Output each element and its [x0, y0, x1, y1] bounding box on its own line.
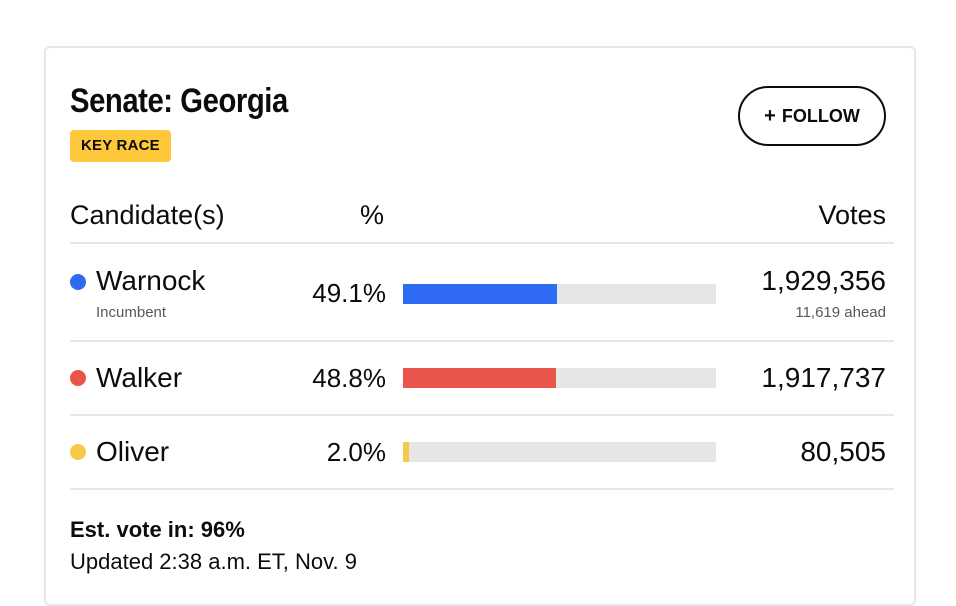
results-table: Candidate(s) % Votes Warnock Incumbent 4…: [70, 196, 894, 490]
vote-bar-track: [403, 368, 716, 388]
party-color-dot: [70, 370, 86, 386]
vote-bar-fill: [403, 284, 557, 304]
table-header: Candidate(s) % Votes: [70, 196, 894, 244]
vote-lead-note: 11,619 ahead: [795, 304, 886, 321]
plus-icon: +: [764, 105, 776, 127]
candidate-name: Oliver: [96, 436, 170, 467]
key-race-badge: KEY RACE: [70, 130, 171, 162]
header-votes: Votes: [818, 200, 886, 230]
candidate-row-oliver: Oliver 2.0% 80,505: [70, 416, 894, 490]
vote-count: 1,917,737: [761, 362, 886, 393]
vote-percent: 48.8%: [312, 363, 386, 393]
vote-percent: 49.1%: [312, 278, 386, 308]
race-card: Senate: Georgia KEY RACE + FOLLOW Candid…: [44, 46, 916, 606]
party-color-dot: [70, 444, 86, 460]
party-color-dot: [70, 274, 86, 290]
updated-time: Updated 2:38 a.m. ET, Nov. 9: [70, 549, 357, 574]
vote-bar-fill: [403, 368, 556, 388]
candidate-name: Walker: [96, 362, 183, 393]
follow-button[interactable]: + FOLLOW: [738, 86, 886, 146]
vote-count: 1,929,356: [761, 265, 886, 296]
race-footer: Est. vote in: 96% Updated 2:38 a.m. ET, …: [70, 514, 357, 578]
est-vote-in: Est. vote in: 96%: [70, 517, 245, 542]
candidate-name: Warnock: [96, 265, 206, 296]
vote-bar-track: [403, 284, 716, 304]
vote-percent: 2.0%: [326, 437, 386, 467]
candidate-row-warnock: Warnock Incumbent 49.1% 1,929,356 11,619…: [70, 244, 894, 342]
candidate-row-walker: Walker 48.8% 1,917,737: [70, 342, 894, 416]
follow-label: FOLLOW: [781, 105, 860, 126]
vote-bar-track: [403, 442, 716, 462]
header-percent: %: [360, 200, 385, 230]
incumbent-label: Incumbent: [96, 304, 167, 321]
race-title: Senate: Georgia: [70, 82, 288, 120]
vote-bar-fill: [403, 442, 410, 462]
vote-count: 80,505: [800, 436, 886, 467]
header-candidates: Candidate(s): [70, 200, 225, 230]
